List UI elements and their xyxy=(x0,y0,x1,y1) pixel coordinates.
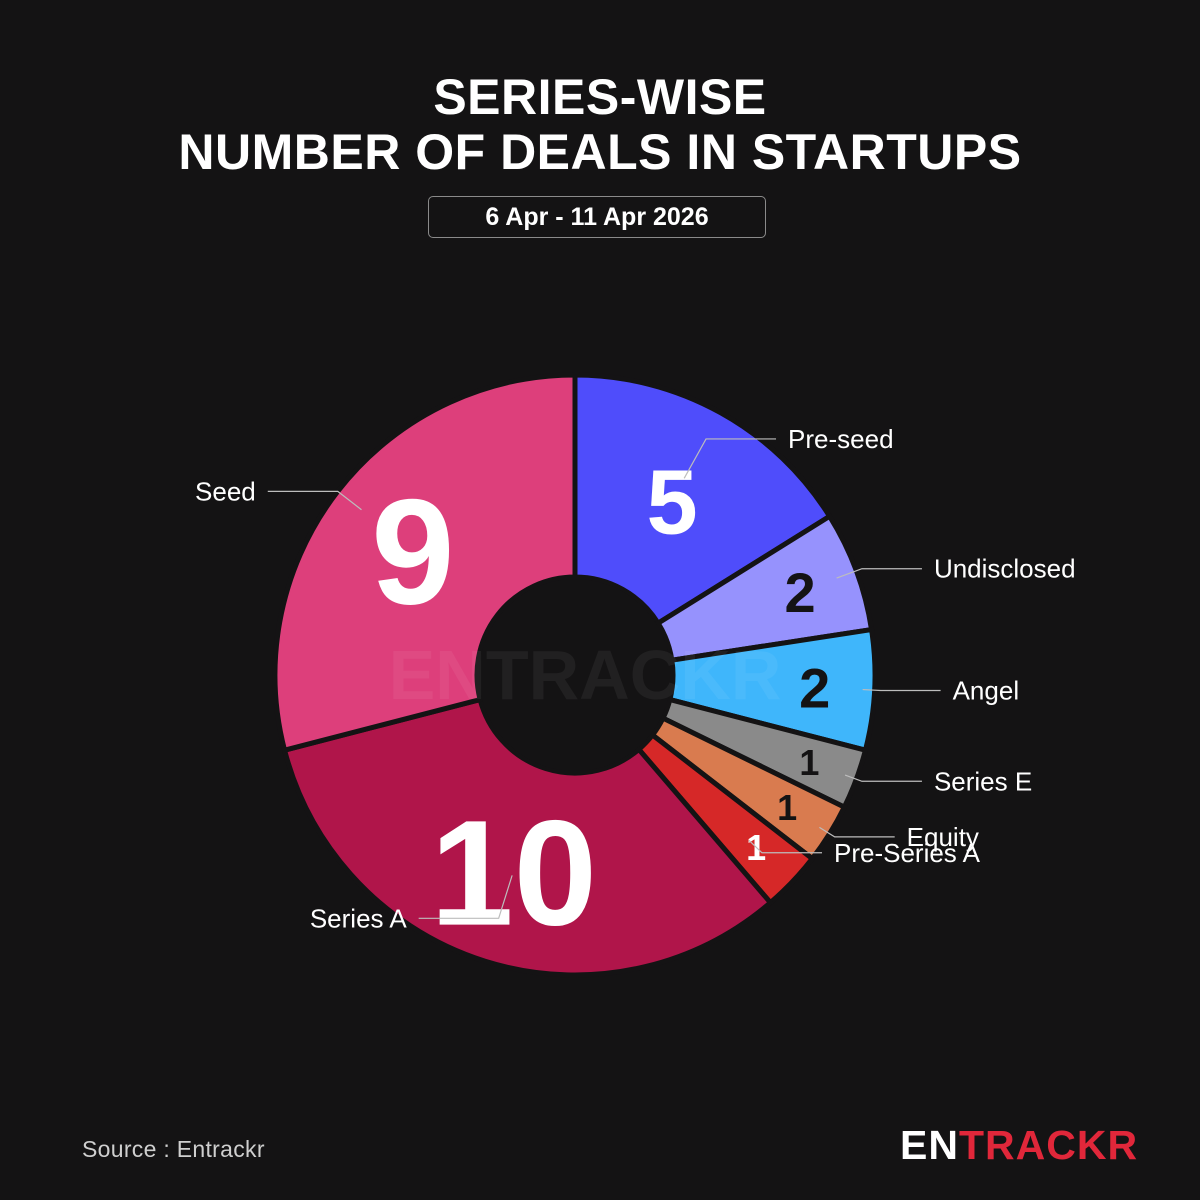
value-label-undisclosed: 2 xyxy=(784,561,815,624)
source-note: Source : Entrackr xyxy=(82,1136,265,1162)
slices-group xyxy=(272,372,878,978)
leader-line-undisclosed xyxy=(836,568,922,579)
category-label-undisclosed: Undisclosed xyxy=(934,554,1076,584)
leader-line-angel xyxy=(862,688,941,692)
value-label-series-e: 1 xyxy=(799,742,819,783)
date-range-badge: 6 Apr - 11 Apr 2026 xyxy=(428,196,766,238)
category-label-series-a: Series A xyxy=(310,903,407,933)
slice-pre-seed xyxy=(572,372,834,627)
category-label-pre-seed: Pre-seed xyxy=(788,424,894,454)
title-line-2: NUMBER OF DEALS IN STARTUPS xyxy=(178,124,1022,180)
value-label-series-a: 10 xyxy=(430,789,597,957)
leader-line-seed xyxy=(267,490,362,511)
slice-series-a xyxy=(281,696,774,978)
value-label-angel: 2 xyxy=(799,656,830,719)
leader-line-pre-seed xyxy=(683,438,777,479)
leader-line-series-e xyxy=(844,774,922,782)
brand-logo: ENTRACKR xyxy=(900,1122,1138,1169)
value-label-seed: 9 xyxy=(371,468,454,636)
title-line-1: SERIES-WISE xyxy=(433,69,767,125)
value-label-equity: 1 xyxy=(777,787,797,828)
slice-seed xyxy=(272,372,578,754)
category-label-equity: Equity xyxy=(907,822,979,852)
category-label-angel: Angel xyxy=(953,675,1020,705)
chart-title: SERIES-WISE NUMBER OF DEALS IN STARTUPS xyxy=(0,70,1200,180)
category-label-series-e: Series E xyxy=(934,766,1032,796)
leader-line-pre-series-a xyxy=(748,839,822,854)
logo-part-2: TRACKR xyxy=(958,1122,1139,1168)
leader-line-series-a xyxy=(418,875,513,919)
category-label-pre-series-a: Pre-Series A xyxy=(834,838,981,868)
category-label-seed: Seed xyxy=(195,476,256,506)
watermark: ENTRACKR xyxy=(389,636,782,714)
donut-hole xyxy=(479,579,671,771)
value-label-pre-seed: 5 xyxy=(646,451,697,553)
logo-part-1: EN xyxy=(900,1122,959,1168)
leader-line-equity xyxy=(819,826,895,838)
